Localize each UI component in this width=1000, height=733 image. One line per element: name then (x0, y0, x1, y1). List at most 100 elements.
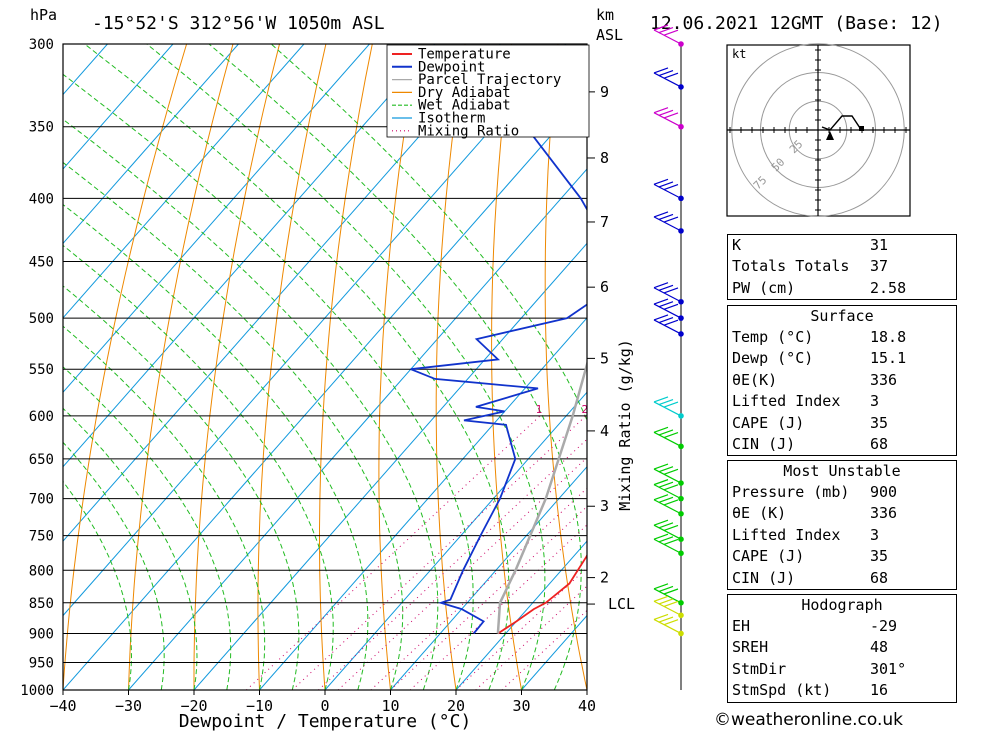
wind-barb-feather (663, 484, 679, 491)
brand-watermark[interactable]: ©weatheronline.co.uk (714, 710, 904, 730)
wind-barb-feather (663, 72, 679, 79)
series-temperature (497, 553, 587, 635)
wind-barb-feather (658, 316, 674, 324)
pressure-tick-label: 600 (29, 409, 54, 425)
wind-barb-feather (658, 496, 674, 503)
mixing-ratio-line (337, 456, 587, 690)
legend-box (386, 44, 590, 138)
stat-label: CIN (J) (732, 434, 796, 453)
stat-label: θE(K) (732, 370, 778, 389)
wind-barb-feather (663, 600, 679, 608)
mixing-ratio-line (390, 505, 587, 690)
wind-barb-feather (653, 595, 669, 602)
wind-barb-staff (653, 524, 682, 540)
legend-label: Mixing Ratio (418, 123, 519, 139)
stat-row: StmDir 301° (728, 659, 956, 680)
wind-barb-feather (653, 107, 669, 114)
wet-adiabat-line (63, 161, 404, 690)
pressure-tick-label: 1000 (20, 683, 54, 699)
wind-barb-feather (653, 67, 669, 74)
wind-barb-feather (663, 112, 679, 119)
wind-barb-feather (653, 583, 669, 590)
stat-label: StmSpd (kt) (732, 681, 832, 700)
wind-barb-feather (658, 398, 674, 406)
x-tick-label: 30 (512, 697, 530, 715)
dry-adiabat-line (976, 44, 1000, 690)
mixing-ratio-line (291, 415, 587, 690)
stat-label: CAPE (J) (732, 547, 805, 566)
isotherm-line (63, 44, 174, 170)
wind-barb-feather (658, 536, 674, 543)
mixing-ratio-label: 1 (536, 403, 543, 416)
isotherm-line (455, 540, 587, 690)
wind-barb-staff (653, 72, 682, 88)
mixing-ratio-line (370, 487, 587, 690)
legend-label: Dry Adiabat (418, 85, 511, 101)
wet-adiabat-line (270, 44, 587, 690)
stat-label: EH (732, 617, 751, 635)
stat-value: 37 (870, 257, 889, 276)
isotherm-line (193, 242, 587, 690)
wind-barb-feather (663, 183, 679, 191)
stat-row: θE(K) 336 (728, 370, 956, 391)
isotherm-line (390, 465, 587, 690)
wind-barb-feather (658, 616, 674, 623)
wet-adiabat-line (63, 203, 369, 690)
wet-adiabat-line (63, 480, 133, 690)
profiles (410, 72, 587, 635)
stat-label: Dewp (°C) (732, 349, 814, 368)
pressure-tick-label: 750 (29, 529, 54, 545)
indices-panel: K 31 Totals Totals 37 PW (cm) 2.58 (727, 234, 957, 301)
pressure-tick-label: 500 (29, 311, 54, 327)
wind-barb-staff (653, 183, 682, 199)
stat-row: Temp (°C) 18.8 (728, 327, 956, 348)
wind-barb-feather (653, 479, 669, 486)
wet-adiabat-line (63, 285, 300, 690)
stat-value: 68 (870, 568, 889, 587)
x-tick-label: −20 (180, 697, 207, 715)
x-tick-label: 0 (320, 697, 329, 715)
hodograph-stats-title: Hodograph (801, 596, 883, 614)
stat-label: Pressure (mb) (732, 483, 850, 501)
stat-row: CIN (J) 68 (728, 434, 956, 455)
stat-label: CIN (J) (732, 568, 796, 587)
wind-barb-feather (653, 396, 669, 403)
legend-label: Isotherm (418, 111, 485, 127)
wind-barb-feather (663, 431, 679, 439)
isotherm-line (63, 93, 587, 690)
wind-barb-feather (658, 109, 674, 116)
stat-row: CAPE (J) 35 (728, 413, 956, 434)
wind-barb-feather (653, 426, 669, 433)
pressure-tick-label: 300 (29, 37, 54, 53)
stat-value: 31 (870, 236, 889, 254)
pressure-tick-label: 700 (29, 492, 54, 508)
wind-barb-feather (658, 284, 674, 291)
wind-barb-feather (653, 211, 669, 218)
dry-adiabat-line (63, 44, 188, 690)
legend-label: Temperature (418, 47, 511, 63)
mixing-ratio-label: 2 (582, 403, 589, 416)
wind-barb-feather (653, 298, 669, 305)
wind-barb-feather (663, 538, 679, 546)
height-tick-label: 5 (600, 349, 609, 367)
mixing-ratio-label: 3 (608, 403, 615, 416)
isotherm-line (63, 44, 370, 394)
x-tick-label: −30 (115, 697, 142, 715)
pressure-tick-label: 850 (29, 596, 54, 612)
stat-value: 3 (870, 392, 880, 411)
asl-label: ASL (596, 26, 623, 44)
stat-value: 16 (870, 681, 889, 700)
wind-barb-feather (653, 282, 669, 289)
x-tick-label: 40 (578, 697, 596, 715)
wind-barb-staff (653, 431, 682, 447)
stat-label: θE (K) (732, 504, 787, 523)
wind-barb-staff (653, 303, 682, 319)
wind-barb-staff (653, 600, 682, 616)
surface-panel: Surface Temp (°C) 18.8 Dewp (°C) 15.1 θE(K) 3… (727, 305, 957, 457)
height-tick-label: LCL (608, 595, 635, 613)
dry-adiabat-line (647, 44, 718, 690)
x-tick-label: −40 (49, 697, 76, 715)
wind-level-dot (678, 443, 684, 450)
wind-barb-staff (653, 287, 682, 303)
